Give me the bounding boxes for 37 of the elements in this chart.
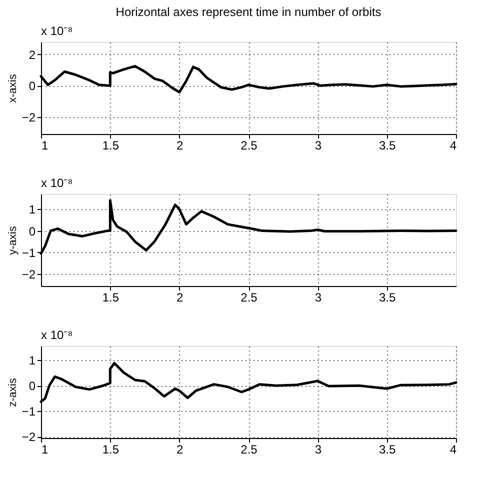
x-tick-label: 4 (450, 138, 457, 152)
x-tick-label: 3 (314, 442, 322, 456)
text: x 10⁻⁸ (41, 328, 73, 342)
y-axis-title: z-axis (6, 378, 19, 407)
text: x 10⁻⁸ (41, 24, 73, 38)
x-tick-label: 1.5 (102, 442, 120, 456)
y-tick-label: 0 (28, 379, 36, 394)
y-tick-label: 1 (28, 202, 36, 217)
y-axis-title: y-axis (6, 226, 19, 255)
x-tick-label: 2.5 (240, 442, 258, 456)
y-tick-label: 0 (28, 224, 36, 238)
y-tick-label: −1 (22, 246, 36, 260)
y-tick-label: −1 (22, 404, 36, 419)
y-tick-label: 2 (28, 48, 36, 62)
text: x 10⁻⁸ (41, 176, 73, 190)
x-tick-label: 2.5 (240, 138, 258, 152)
x-tick-label: 1.5 (102, 290, 120, 304)
x-tick-label: 3.5 (378, 442, 396, 456)
y-axis-title: x-axis (6, 74, 19, 103)
x-tick-label: 4 (450, 442, 457, 456)
x-tick-label: 2 (176, 138, 184, 152)
x-tick-label: 3.5 (378, 138, 396, 152)
x-tick-label: 2 (176, 290, 184, 304)
y-tick-label: 1 (28, 354, 36, 368)
x-tick-label: 3 (314, 138, 322, 152)
x-tick-label: 1 (42, 138, 48, 152)
x-tick-label: 2 (176, 442, 184, 456)
x-tick-label: 2.5 (240, 290, 258, 304)
x-tick-label: 1.5 (102, 138, 120, 152)
x-tick-label: 1 (42, 442, 48, 456)
x-tick-label: 3 (314, 290, 322, 304)
y-tick-label: 0 (28, 79, 36, 94)
x-tick-label: 3.5 (378, 290, 396, 304)
y-tick-label: −2 (22, 268, 36, 282)
y-tick-label: −2 (22, 110, 36, 124)
chart-title: Horizontal axes represent time in number of orbits (116, 5, 382, 19)
y-tick-label: −2 (22, 430, 36, 444)
